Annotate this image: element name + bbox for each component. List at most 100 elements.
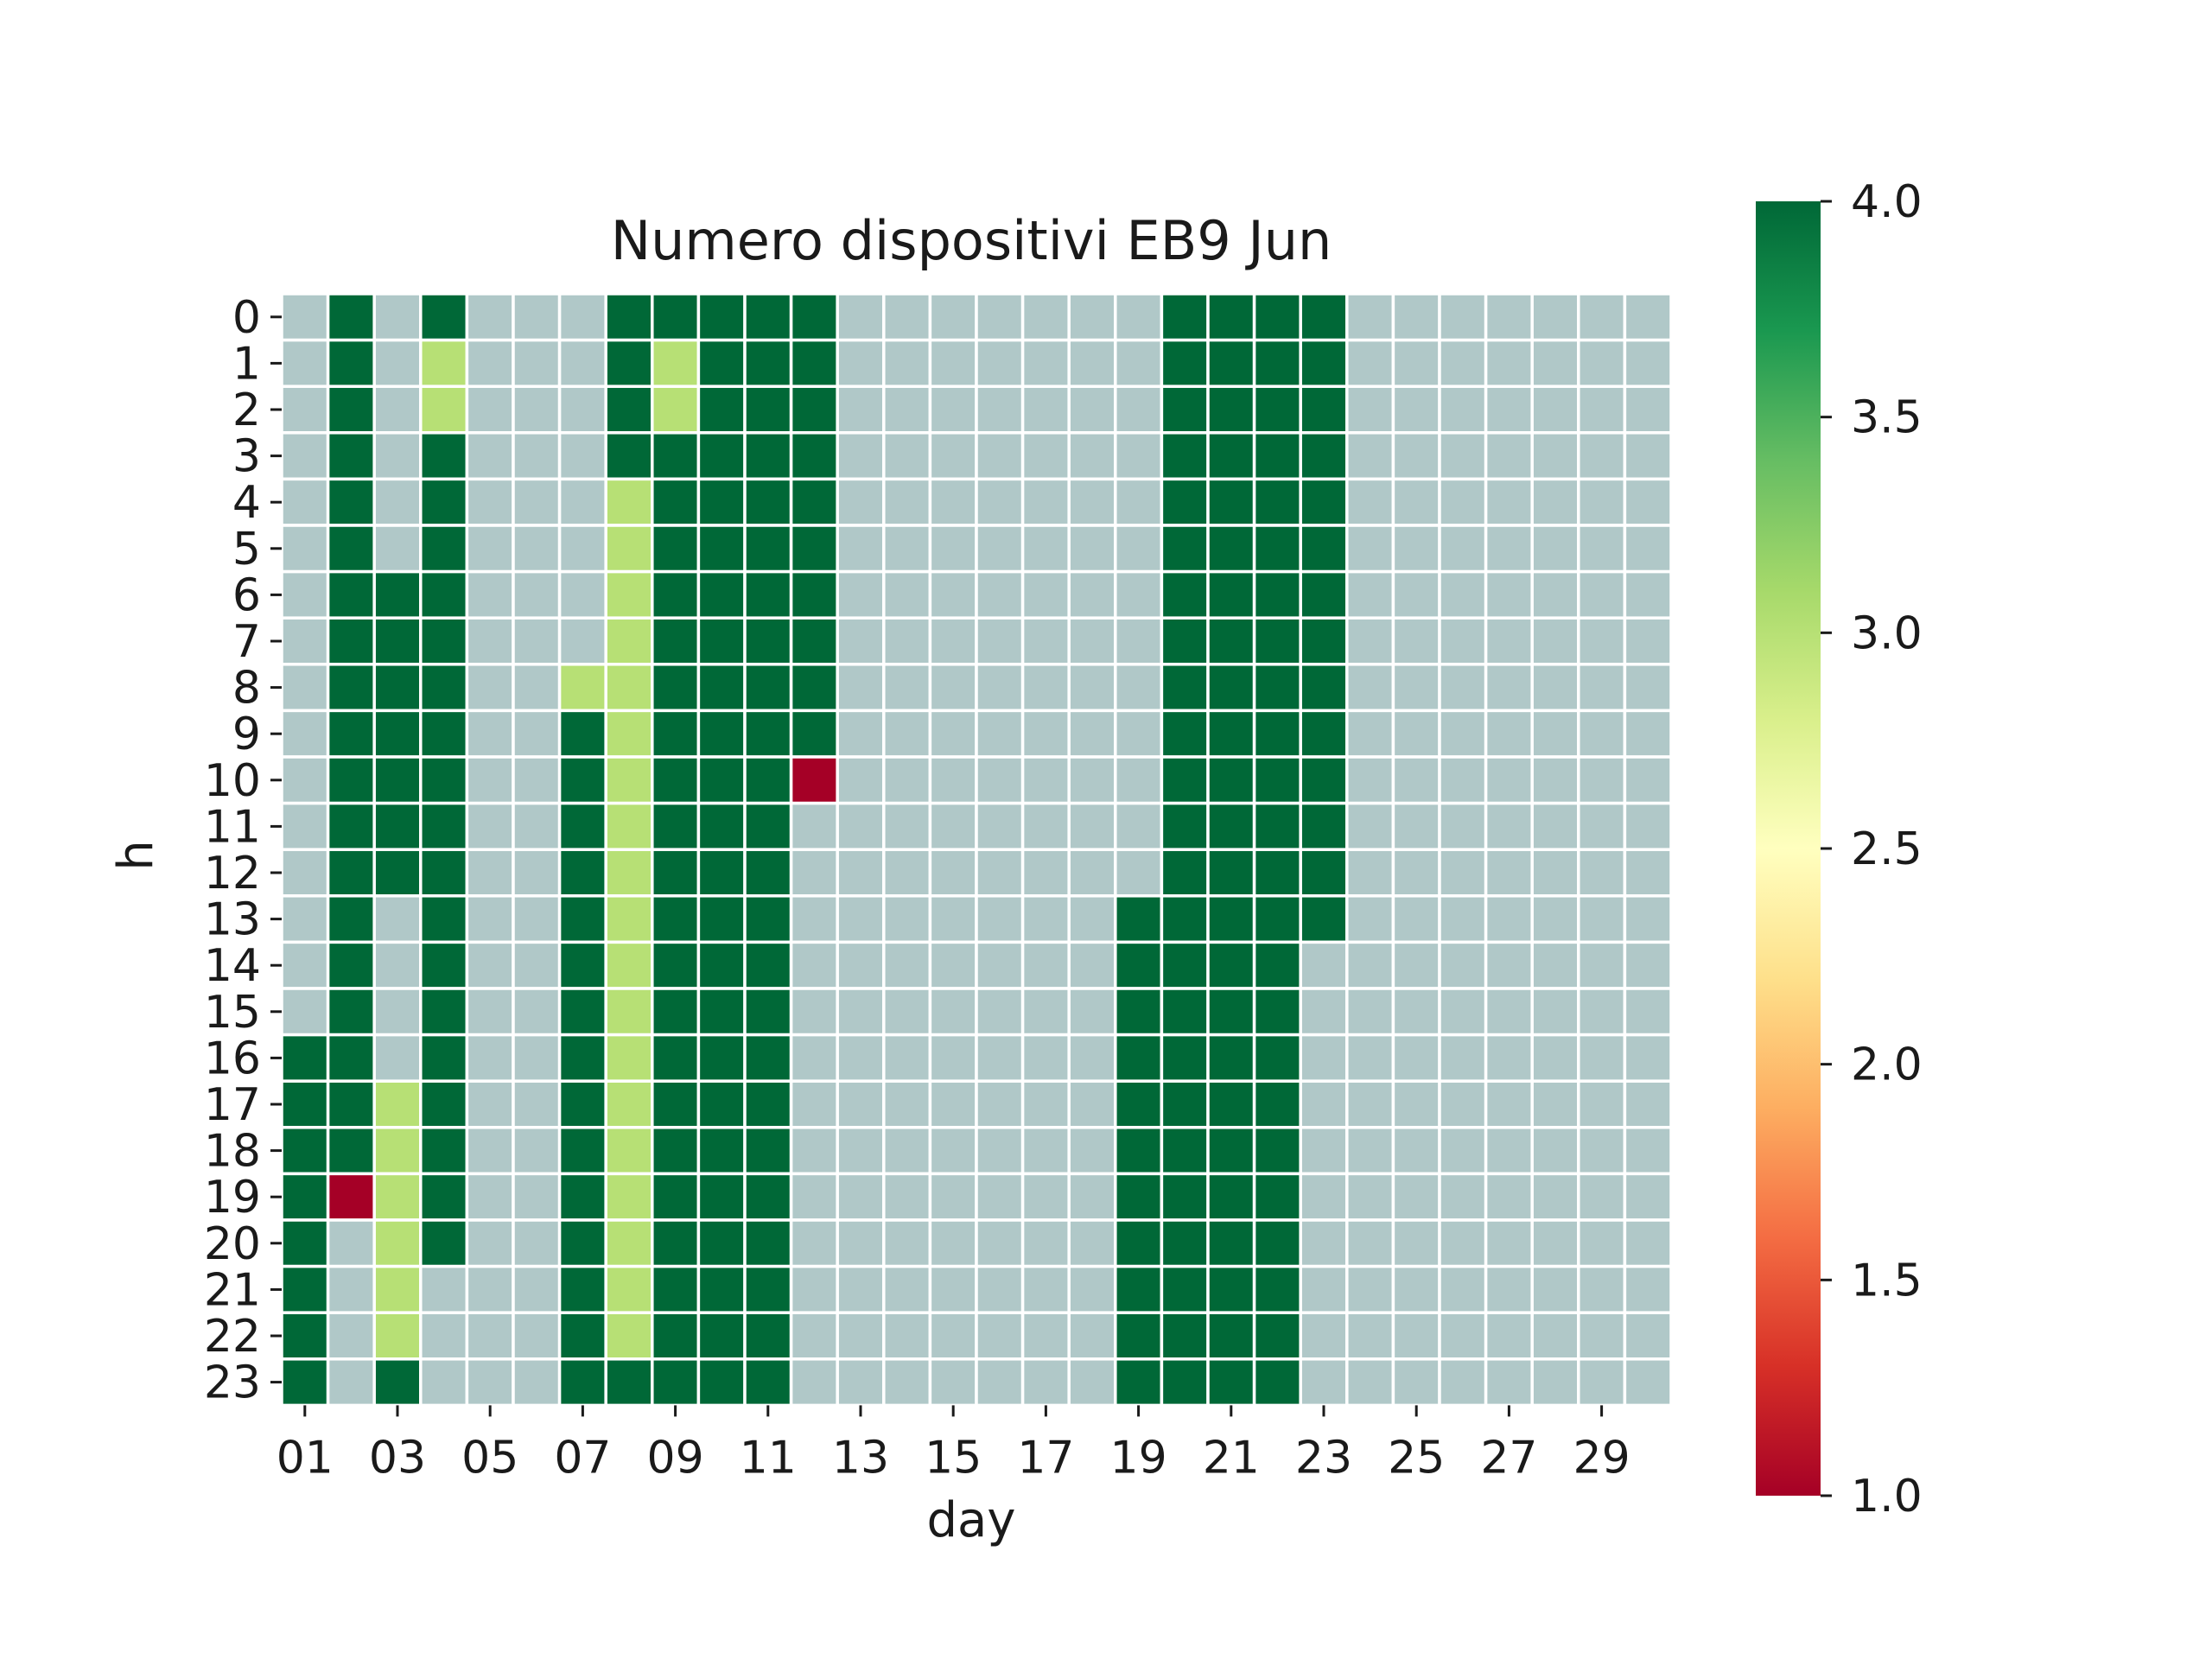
heatmap-cell bbox=[1252, 569, 1302, 620]
heatmap-cell bbox=[326, 1126, 376, 1176]
heatmap-cell bbox=[1252, 477, 1302, 527]
heatmap-cell bbox=[1114, 338, 1164, 388]
heatmap-cell bbox=[836, 385, 886, 435]
heatmap-cell bbox=[1114, 1357, 1164, 1408]
heatmap-cell bbox=[1160, 385, 1210, 435]
heatmap-cell bbox=[975, 1126, 1025, 1176]
heatmap-cell bbox=[557, 1172, 607, 1222]
heatmap-cell bbox=[1020, 524, 1071, 574]
heatmap-cell bbox=[696, 1079, 747, 1129]
heatmap-cell bbox=[557, 385, 607, 435]
x-tick-label: 21 bbox=[1203, 1432, 1260, 1484]
x-tick-label: 25 bbox=[1388, 1432, 1445, 1484]
heatmap-cell bbox=[882, 385, 932, 435]
heatmap-cell bbox=[1345, 1218, 1395, 1268]
heatmap-cell bbox=[882, 1311, 932, 1361]
heatmap-cell bbox=[1067, 1079, 1117, 1129]
heatmap-cell bbox=[1577, 1218, 1627, 1268]
heatmap-cell bbox=[1067, 431, 1117, 481]
heatmap-cell bbox=[1484, 1172, 1534, 1222]
heatmap-cell bbox=[1623, 1172, 1673, 1222]
heatmap-cell bbox=[1206, 569, 1256, 620]
heatmap-cell bbox=[1530, 801, 1580, 851]
heatmap-cell bbox=[280, 1033, 330, 1083]
heatmap-cell bbox=[1577, 292, 1627, 342]
heatmap-cell bbox=[1391, 801, 1441, 851]
heatmap-cell bbox=[557, 524, 607, 574]
heatmap-cell bbox=[1252, 1172, 1302, 1222]
heatmap-cell bbox=[1530, 338, 1580, 388]
heatmap-cell bbox=[882, 1357, 932, 1408]
heatmap-cell bbox=[696, 709, 747, 759]
heatmap-cell bbox=[1530, 1218, 1580, 1268]
heatmap-cell bbox=[372, 940, 423, 990]
heatmap-cell bbox=[1067, 755, 1117, 805]
heatmap-cell bbox=[1160, 801, 1210, 851]
heatmap-cell bbox=[1114, 663, 1164, 713]
heatmap-cell bbox=[789, 663, 839, 713]
heatmap-cell bbox=[836, 338, 886, 388]
heatmap-cell bbox=[372, 616, 423, 666]
heatmap-cell bbox=[696, 940, 747, 990]
heatmap-cell bbox=[1067, 940, 1117, 990]
heatmap-cell bbox=[280, 663, 330, 713]
heatmap-cell bbox=[512, 569, 562, 620]
heatmap-cell bbox=[372, 894, 423, 944]
heatmap-cell bbox=[1067, 616, 1117, 666]
heatmap-cell bbox=[1391, 1311, 1441, 1361]
heatmap-cell bbox=[743, 894, 793, 944]
heatmap-cell bbox=[1206, 1218, 1256, 1268]
heatmap-cell bbox=[789, 477, 839, 527]
heatmap-cell bbox=[372, 801, 423, 851]
heatmap-cell bbox=[975, 1033, 1025, 1083]
heatmap-cell bbox=[696, 755, 747, 805]
heatmap-cell bbox=[1160, 1172, 1210, 1222]
heatmap-cell bbox=[743, 1172, 793, 1222]
heatmap-cell bbox=[882, 477, 932, 527]
heatmap-cell bbox=[512, 385, 562, 435]
colorbar-tick-label: 4.0 bbox=[1851, 176, 1923, 228]
heatmap-cell bbox=[1484, 755, 1534, 805]
heatmap-cell bbox=[1530, 1172, 1580, 1222]
heatmap-cell bbox=[928, 894, 978, 944]
heatmap-cell bbox=[372, 1264, 423, 1314]
y-tick-label: 13 bbox=[204, 894, 261, 946]
heatmap-cell bbox=[419, 524, 469, 574]
heatmap-cell bbox=[651, 385, 701, 435]
heatmap-cell bbox=[743, 987, 793, 1037]
heatmap-cell bbox=[1530, 616, 1580, 666]
heatmap-cell bbox=[696, 616, 747, 666]
heatmap-cell bbox=[743, 1264, 793, 1314]
heatmap-cell bbox=[372, 1311, 423, 1361]
heatmap-cell bbox=[651, 1264, 701, 1314]
heatmap-cell bbox=[280, 524, 330, 574]
heatmap-cell bbox=[1020, 431, 1071, 481]
heatmap-cell bbox=[696, 1311, 747, 1361]
heatmap-cell bbox=[1114, 1126, 1164, 1176]
heatmap-cell bbox=[465, 1172, 515, 1222]
heatmap-cell bbox=[1299, 1172, 1349, 1222]
heatmap-cell bbox=[280, 894, 330, 944]
heatmap-cell bbox=[1020, 663, 1071, 713]
heatmap-cell bbox=[280, 1218, 330, 1268]
heatmap-cell bbox=[651, 1172, 701, 1222]
heatmap-cell bbox=[465, 987, 515, 1037]
heatmap-cell bbox=[1484, 709, 1534, 759]
heatmap-cell bbox=[789, 1357, 839, 1408]
heatmap-cell bbox=[696, 1264, 747, 1314]
heatmap-cell bbox=[1020, 1218, 1071, 1268]
heatmap-cell bbox=[928, 987, 978, 1037]
heatmap-cell bbox=[326, 524, 376, 574]
heatmap-cell bbox=[280, 801, 330, 851]
heatmap-cell bbox=[1530, 987, 1580, 1037]
heatmap-cell bbox=[696, 1033, 747, 1083]
heatmap-cell bbox=[1160, 987, 1210, 1037]
heatmap-cell bbox=[1299, 1357, 1349, 1408]
heatmap-cell bbox=[1484, 616, 1534, 666]
heatmap-cell bbox=[1020, 1357, 1071, 1408]
heatmap-cell bbox=[651, 524, 701, 574]
heatmap-cell bbox=[928, 1079, 978, 1129]
heatmap-cell bbox=[1345, 1311, 1395, 1361]
heatmap-cell bbox=[1391, 385, 1441, 435]
heatmap-cell bbox=[743, 1033, 793, 1083]
